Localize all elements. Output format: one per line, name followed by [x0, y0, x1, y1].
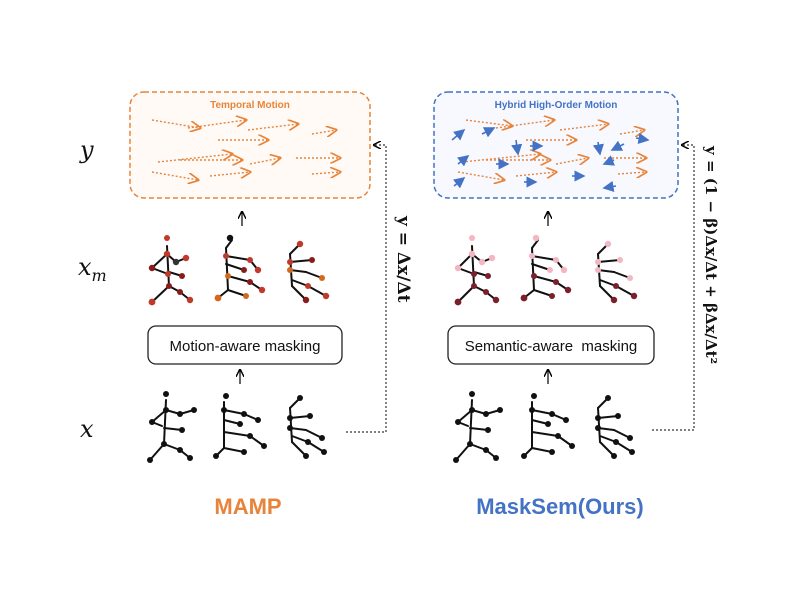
- row-label-y: y: [79, 136, 94, 164]
- left-target-path: [346, 145, 387, 433]
- left-target-formula: y = Δx/Δt: [393, 215, 413, 303]
- left-input-skeletons: [147, 391, 327, 463]
- right-masked-skeletons: [454, 234, 638, 306]
- hybrid-motion-box: [433, 91, 679, 199]
- method-name-masksem: MaskSem(Ours): [476, 494, 644, 519]
- right-panel: Hybrid High-Order Motion: [433, 91, 720, 519]
- semantic-aware-masking-box: [447, 325, 655, 365]
- row-label-xm: xm: [78, 253, 107, 285]
- left-panel: Temporal Motion: [129, 91, 413, 519]
- hybrid-motion-title: Hybrid High-Order Motion: [495, 100, 618, 111]
- semantic-aware-masking-label: Semantic-aware masking: [465, 338, 638, 355]
- row-label-x: x: [80, 415, 94, 443]
- temporal-motion-arrows: [151, 120, 340, 180]
- temporal-motion-box: [129, 91, 371, 199]
- right-target-formula: y = (1 − β)Δx/Δt + βΔx/Δt²: [702, 145, 720, 364]
- right-input-skeletons: [453, 391, 635, 463]
- method-name-mamp: MAMP: [214, 494, 281, 519]
- row-label-xm-base: x: [78, 253, 92, 281]
- temporal-motion-title: Temporal Motion: [210, 100, 290, 111]
- motion-aware-masking-label: Motion-aware masking: [170, 338, 321, 355]
- row-label-xm-sub: m: [92, 266, 107, 285]
- right-target-path: [652, 145, 695, 431]
- hybrid-motion-blue-arrows: [451, 127, 650, 192]
- hybrid-motion-orange-arrows: [457, 120, 646, 180]
- left-masked-skeletons: [148, 234, 330, 306]
- motion-aware-masking-box: [147, 325, 343, 365]
